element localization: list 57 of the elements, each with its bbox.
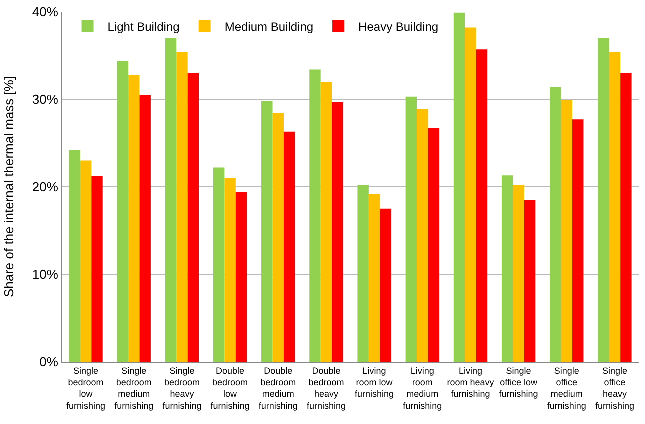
legend-label: Medium Building: [224, 20, 314, 34]
bar: [465, 28, 476, 362]
bar: [502, 176, 514, 362]
bar: [358, 185, 369, 362]
bar: [368, 194, 380, 362]
bar: [513, 185, 524, 362]
x-tick-label: Double bedroom medium furnishing: [258, 366, 298, 411]
x-tick-label: Double bedroom low furnishing: [210, 366, 250, 411]
x-tick-label: Single bedroom low furnishing: [66, 366, 106, 411]
bar: [561, 100, 572, 362]
bar: [92, 176, 103, 362]
bar: [524, 200, 536, 362]
x-tick-label: Living room medium furnishing: [403, 366, 442, 411]
legend-label: Light Building: [108, 20, 180, 34]
bar: [165, 38, 177, 362]
bar: [272, 114, 284, 362]
bar: [140, 95, 151, 362]
y-tick-label: 0%: [40, 354, 59, 370]
bar: [572, 120, 584, 362]
bar: [476, 50, 488, 362]
bar: [380, 208, 392, 362]
x-tick-label: Single bedroom heavy furnishing: [162, 366, 202, 411]
x-tick-label: Living room heavy furnishing: [447, 366, 495, 400]
bar: [176, 52, 188, 362]
x-tick-label: Single bedroom medium furnishing: [114, 366, 154, 411]
bar: [550, 87, 562, 362]
bar: [69, 150, 80, 362]
bar: [284, 132, 296, 362]
bar: [188, 73, 200, 362]
bar: [224, 178, 236, 362]
bar: [128, 75, 140, 362]
bar: [117, 61, 129, 362]
x-tick-label: Living room low furnishing: [355, 366, 394, 400]
bar: [620, 73, 632, 362]
bar: [213, 168, 225, 362]
bar: [262, 101, 273, 362]
y-tick-label: 30%: [32, 92, 59, 108]
bar: [609, 52, 621, 362]
bar: [454, 12, 466, 362]
x-tick-label: Single office low furnishing: [499, 366, 538, 400]
bar: [236, 192, 248, 362]
bar: [598, 38, 610, 362]
y-tick-label: 40%: [32, 4, 59, 20]
y-tick-label: 20%: [32, 180, 59, 195]
y-tick-label: 10%: [32, 267, 59, 282]
bar: [332, 102, 344, 362]
x-tick-label: Double bedroom heavy furnishing: [306, 366, 346, 411]
bar: [417, 109, 428, 362]
y-axis-title: Share of the internal thermal mass [%]: [1, 76, 16, 298]
x-tick-label: Single office heavy furnishing: [595, 366, 634, 411]
x-tick-label: Single office medium furnishing: [547, 366, 586, 411]
legend-label: Heavy Building: [358, 20, 439, 34]
bar: [428, 128, 440, 362]
bar: [80, 160, 92, 362]
bar: [406, 96, 418, 362]
bar: [310, 70, 321, 362]
bar: [320, 82, 332, 362]
